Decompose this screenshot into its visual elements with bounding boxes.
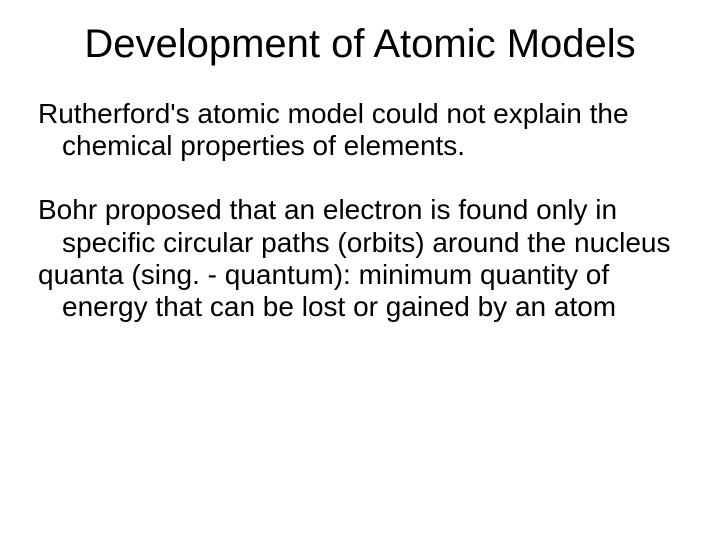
slide-body: Rutherford's atomic model could not expl… bbox=[38, 98, 682, 323]
paragraph-bohr: Bohr proposed that an electron is found … bbox=[38, 194, 682, 258]
slide: Development of Atomic Models Rutherford'… bbox=[0, 0, 720, 540]
paragraph-rutherford: Rutherford's atomic model could not expl… bbox=[38, 98, 682, 162]
slide-title: Development of Atomic Models bbox=[38, 20, 682, 68]
paragraph-quanta: quanta (sing. - quantum): minimum quanti… bbox=[38, 259, 682, 323]
